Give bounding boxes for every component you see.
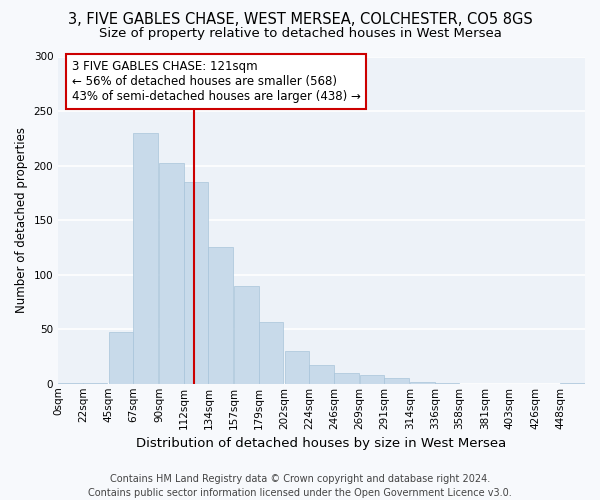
X-axis label: Distribution of detached houses by size in West Mersea: Distribution of detached houses by size … [136, 437, 507, 450]
Bar [359, 375, 385, 384]
Bar [133, 133, 158, 384]
Bar [385, 378, 409, 384]
Bar [208, 248, 233, 384]
Bar [309, 365, 334, 384]
Bar [284, 351, 309, 384]
Bar [259, 322, 283, 384]
Text: 3 FIVE GABLES CHASE: 121sqm
← 56% of detached houses are smaller (568)
43% of se: 3 FIVE GABLES CHASE: 121sqm ← 56% of det… [71, 60, 361, 103]
Bar [83, 382, 107, 384]
Y-axis label: Number of detached properties: Number of detached properties [15, 127, 28, 313]
Text: Size of property relative to detached houses in West Mersea: Size of property relative to detached ho… [98, 28, 502, 40]
Bar [58, 382, 83, 384]
Text: Contains HM Land Registry data © Crown copyright and database right 2024.
Contai: Contains HM Land Registry data © Crown c… [88, 474, 512, 498]
Text: 3, FIVE GABLES CHASE, WEST MERSEA, COLCHESTER, CO5 8GS: 3, FIVE GABLES CHASE, WEST MERSEA, COLCH… [68, 12, 532, 28]
Bar [159, 164, 184, 384]
Bar [435, 382, 460, 384]
Bar [560, 382, 585, 384]
Bar [234, 286, 259, 384]
Bar [109, 332, 133, 384]
Bar [184, 182, 208, 384]
Bar [410, 382, 435, 384]
Bar [334, 373, 359, 384]
